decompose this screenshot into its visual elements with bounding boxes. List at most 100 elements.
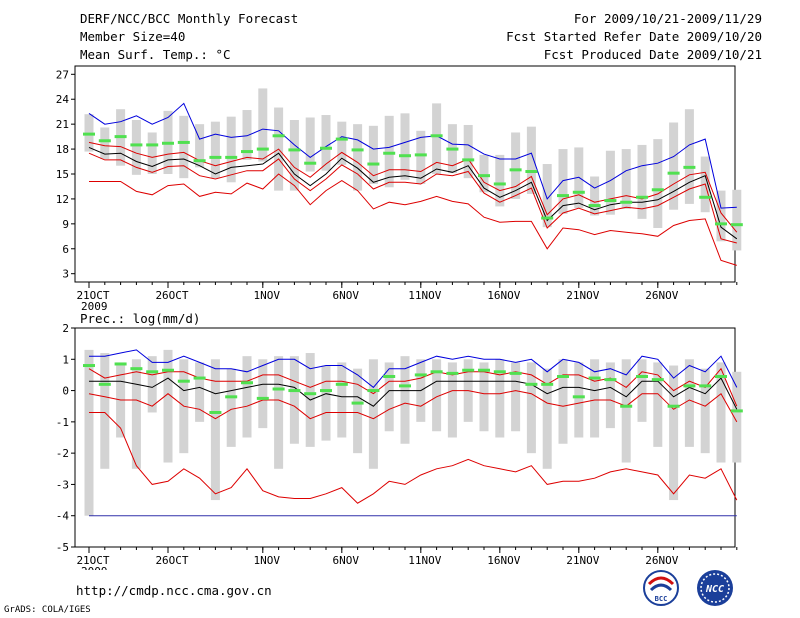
spread-box-day-21	[400, 356, 410, 444]
y-tick-label: 15	[56, 168, 69, 181]
median-marker-day-9	[209, 410, 222, 414]
median-marker-day-37	[651, 188, 664, 192]
median-marker-day-5	[146, 370, 159, 374]
spread-box-day-33	[590, 176, 600, 216]
spread-box-day-17	[337, 362, 347, 438]
median-marker-day-36	[636, 195, 648, 199]
y-tick-label: -3	[56, 478, 69, 491]
spread-box-day-11	[242, 356, 252, 438]
median-marker-day-12	[256, 396, 269, 400]
median-marker-day-27	[493, 182, 506, 186]
median-marker-day-16	[320, 389, 332, 393]
spread-box-day-19	[368, 125, 378, 184]
median-marker-day-30	[541, 216, 554, 220]
spread-box-day-31	[558, 149, 568, 214]
spread-box-day-21	[400, 113, 410, 180]
median-marker-day-1	[83, 132, 95, 136]
median-marker-day-21	[399, 384, 411, 388]
median-marker-day-8	[193, 376, 206, 380]
median-marker-day-2	[98, 382, 111, 386]
spread-box-day-38	[669, 365, 679, 501]
median-marker-day-13	[272, 387, 285, 391]
median-marker-day-34	[604, 199, 617, 203]
median-marker-day-12	[256, 147, 269, 151]
y-tick-label: 21	[56, 118, 69, 131]
lower-series-line	[88, 390, 738, 423]
median-marker-day-26	[478, 368, 490, 372]
spread-box-day-42	[732, 189, 742, 251]
median-marker-day-38	[667, 171, 680, 175]
median-marker-day-14	[288, 389, 301, 393]
source-url-link[interactable]: http://cmdp.ncc.cma.gov.cn	[76, 583, 272, 598]
median-marker-day-16	[320, 146, 332, 150]
median-marker-day-10	[225, 155, 238, 159]
median-marker-day-38	[667, 404, 680, 408]
median-marker-day-18	[351, 401, 364, 405]
x-tick-label: 6NOV	[333, 554, 360, 567]
median-marker-day-26	[478, 174, 490, 178]
agency-logos: BCC NCC	[643, 570, 733, 606]
median-marker-day-24	[446, 147, 459, 151]
y-tick-label: 3	[62, 268, 69, 281]
spread-box-day-30	[542, 164, 552, 228]
precip-subplot-title: Prec.: log(mm/d)	[80, 311, 200, 326]
spread-box-day-29	[526, 362, 536, 454]
median-marker-day-39	[683, 165, 696, 169]
y-tick-label: -4	[56, 510, 70, 523]
y-tick-label: 27	[56, 68, 69, 81]
spread-box-day-42	[732, 371, 742, 463]
median-marker-day-34	[604, 378, 617, 382]
spread-box-day-8	[195, 362, 205, 422]
y-tick-label: 2	[62, 322, 69, 335]
spread-box-day-28	[511, 132, 521, 199]
lower-series-line	[88, 152, 737, 244]
spread-box-day-9	[210, 121, 220, 179]
spread-box-day-12	[258, 359, 268, 429]
spread-box-day-33	[590, 359, 600, 438]
x-tick-label: 1NOV	[254, 289, 281, 302]
spread-box-day-24	[447, 362, 457, 438]
median-marker-day-24	[446, 371, 459, 375]
spread-box-day-5	[147, 132, 157, 174]
median-marker-day-15	[304, 161, 317, 165]
x-tick-label: 26OCT	[155, 554, 188, 567]
spread-box-day-36	[637, 144, 647, 219]
spread-box-day-8	[195, 124, 205, 168]
x-tick-label: 16NOV	[487, 289, 520, 302]
median-marker-day-33	[588, 376, 601, 380]
spread-box-day-23	[432, 359, 442, 432]
max-series-line	[88, 102, 737, 209]
median-marker-day-33	[588, 204, 601, 208]
x-year-label: 2009	[81, 300, 108, 313]
median-marker-day-40	[699, 195, 712, 199]
median-marker-day-25	[462, 368, 475, 372]
variable-label: Mean Surf. Temp.: °C	[80, 47, 231, 62]
median-marker-day-7	[177, 140, 190, 144]
median-marker-day-23	[430, 370, 443, 374]
spread-box-day-25	[463, 124, 473, 179]
spread-box-day-34	[605, 150, 615, 215]
y-tick-label: 6	[62, 243, 69, 256]
spread-box-day-22	[416, 130, 426, 184]
spread-box-day-9	[210, 359, 220, 501]
median-marker-day-3	[114, 135, 127, 139]
x-tick-label: 6NOV	[333, 289, 360, 302]
member-size-label: Member Size=40	[80, 29, 186, 44]
x-tick-label: 26OCT	[155, 289, 188, 302]
y-tick-label: 0	[62, 385, 69, 398]
spread-box-day-26	[479, 362, 489, 432]
spread-box-day-37	[653, 362, 663, 447]
spread-box-day-27	[495, 359, 505, 438]
spread-box-day-2	[100, 127, 110, 160]
median-marker-day-10	[225, 395, 238, 399]
spread-box-day-35	[621, 359, 631, 463]
min-series-line	[89, 173, 737, 266]
median-marker-day-32	[572, 190, 585, 194]
spread-box-day-4	[131, 120, 141, 175]
median-marker-day-23	[430, 134, 443, 138]
spread-box-day-15	[305, 117, 315, 172]
median-marker-day-9	[209, 155, 222, 159]
spread-box-day-26	[479, 154, 489, 193]
median-marker-day-19	[367, 162, 380, 166]
spread-box-day-16	[321, 115, 331, 171]
